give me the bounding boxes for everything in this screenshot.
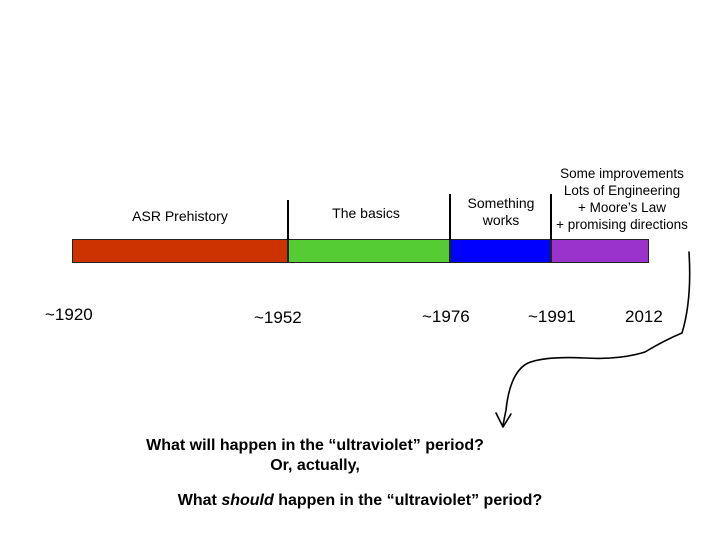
period-label-improvements-line2: Lots of Engineering [563,183,681,198]
period-label-something-works-line1: Something [467,195,535,211]
year-label-1991: ~1991 [528,307,576,326]
year-label-1976: ~1976 [422,307,470,326]
question-line3-pre: What [177,492,222,509]
period-label-improvements: Some improvements Lots of Engineering + … [548,165,696,233]
divider-1991 [550,194,552,240]
year-label-1920: ~1920 [45,305,93,324]
question-block: What will happen in the “ultraviolet” pe… [90,436,540,476]
year-label-1952: ~1952 [254,308,302,327]
timeline-segment-something-works [450,239,551,263]
question-line3: What should happen in the “ultraviolet” … [110,491,610,511]
period-label-improvements-line3: + Moore’s Law [578,200,666,215]
period-label-improvements-line4: + promising directions [556,217,688,232]
question-line2: Or, actually, [270,457,360,474]
question-line3-post: happen in the “ultraviolet” period? [273,492,543,509]
period-label-something-works-line2: works [482,212,520,228]
timeline-segment-improvements [551,239,649,263]
period-label-basics: The basics [332,205,400,221]
divider-1952 [287,200,289,240]
timeline-segment-basics [288,239,450,263]
year-label-2012: 2012 [625,307,663,326]
question-line3-emphasis: should [221,492,274,509]
timeline-segment-prehistory [72,239,288,263]
divider-1976 [449,194,451,240]
period-label-something-works: Something works [455,195,547,229]
question-line1: What will happen in the “ultraviolet” pe… [146,437,484,454]
period-label-improvements-line1: Some improvements [560,166,684,181]
period-label-prehistory: ASR Prehistory [132,208,228,224]
